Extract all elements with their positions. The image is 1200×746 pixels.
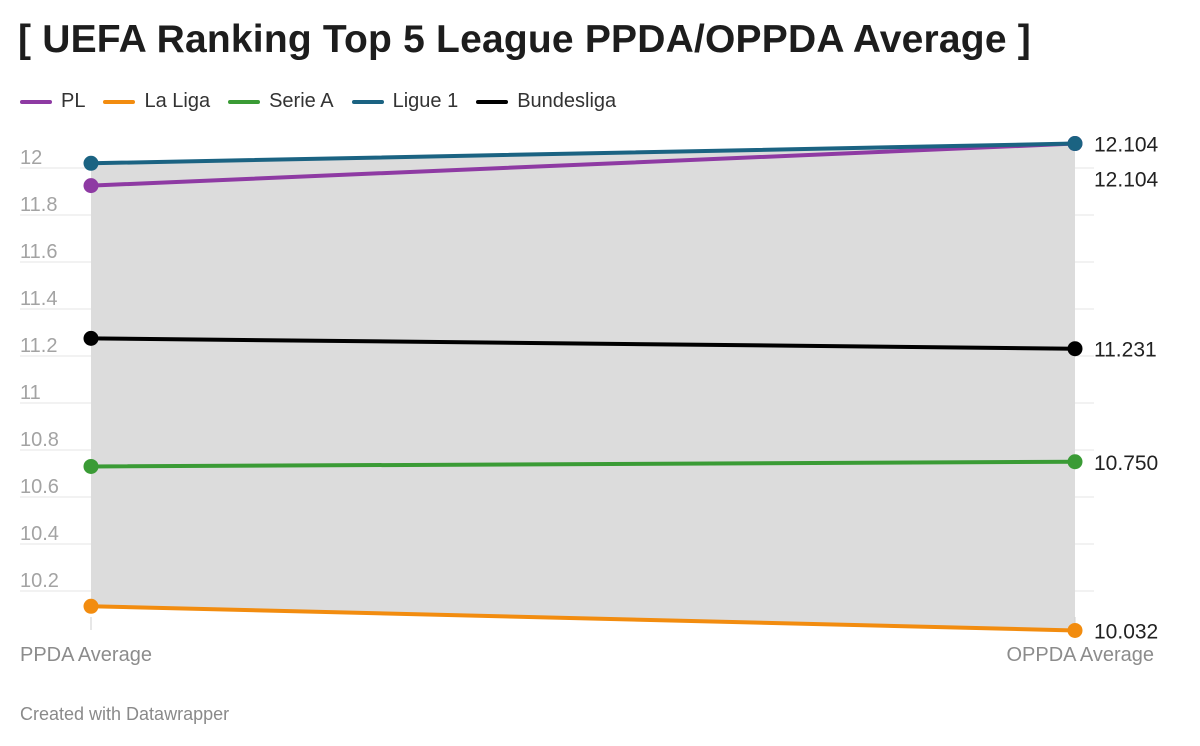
data-point-ligue-1 <box>83 155 99 171</box>
range-band <box>91 143 1075 631</box>
end-label-bundesliga: 11.231 <box>1094 339 1157 362</box>
data-point-bundesliga <box>1067 341 1083 357</box>
y-tick-label: 12 <box>20 147 42 169</box>
data-point-ligue-1 <box>1067 136 1083 152</box>
end-label-pl: 12.104 <box>1094 134 1159 157</box>
footer-credit: Created with Datawrapper <box>20 704 230 724</box>
y-tick-label: 10.6 <box>20 476 59 498</box>
legend-swatch-bundesliga <box>476 99 509 104</box>
y-tick-label: 10.4 <box>20 523 59 545</box>
legend: PL La Liga Serie A Ligue 1 Bundesliga <box>20 90 634 113</box>
data-point-la-liga <box>1067 622 1083 638</box>
legend-label-serie-a: Serie A <box>269 90 334 112</box>
legend-swatch-pl <box>20 99 52 104</box>
legend-item-bundesliga: Bundesliga <box>476 90 616 113</box>
legend-label-bundesliga: Bundesliga <box>517 90 617 112</box>
y-tick-label: 10.8 <box>20 429 59 451</box>
legend-swatch-serie-a <box>228 99 261 104</box>
y-tick-label: 11.4 <box>20 288 57 310</box>
y-tick-label: 11.8 <box>20 194 57 216</box>
y-tick-label: 11.2 <box>20 335 57 357</box>
data-point-la-liga <box>83 598 99 614</box>
legend-item-serie-a: Serie A <box>228 90 334 113</box>
series-line-la-liga <box>89 604 1077 633</box>
legend-item-pl: PL <box>20 90 85 113</box>
series-line-ligue-1 <box>89 141 1077 166</box>
data-point-serie-a <box>83 458 99 474</box>
legend-label-pl: PL <box>61 90 86 112</box>
y-tick-label: 11 <box>20 382 41 404</box>
y-tick-label: 11.6 <box>20 241 57 263</box>
legend-swatch-ligue-1 <box>351 99 384 104</box>
x-category-label: OPPDA Average <box>1007 644 1155 666</box>
data-point-bundesliga <box>83 330 99 346</box>
series-line-pl <box>89 141 1077 188</box>
end-label-la-liga: 10.032 <box>1094 620 1158 643</box>
end-label-ligue-1: 12.104 <box>1094 169 1159 192</box>
x-category-label: PPDA Average <box>20 644 152 666</box>
legend-swatch-la-liga <box>103 99 136 104</box>
chart-title: [ UEFA Ranking Top 5 League PPDA/OPPDA A… <box>18 18 1031 61</box>
legend-label-ligue-1: Ligue 1 <box>392 90 459 112</box>
series-line-serie-a <box>89 459 1077 469</box>
legend-label-la-liga: La Liga <box>144 90 211 112</box>
y-tick-label: 10.2 <box>20 570 59 592</box>
series-line-bundesliga <box>89 336 1077 351</box>
data-point-serie-a <box>1067 454 1083 470</box>
end-label-serie-a: 10.750 <box>1094 452 1158 475</box>
data-point-pl <box>83 178 99 194</box>
legend-item-ligue-1: Ligue 1 <box>351 90 459 113</box>
legend-item-la-liga: La Liga <box>103 90 210 113</box>
